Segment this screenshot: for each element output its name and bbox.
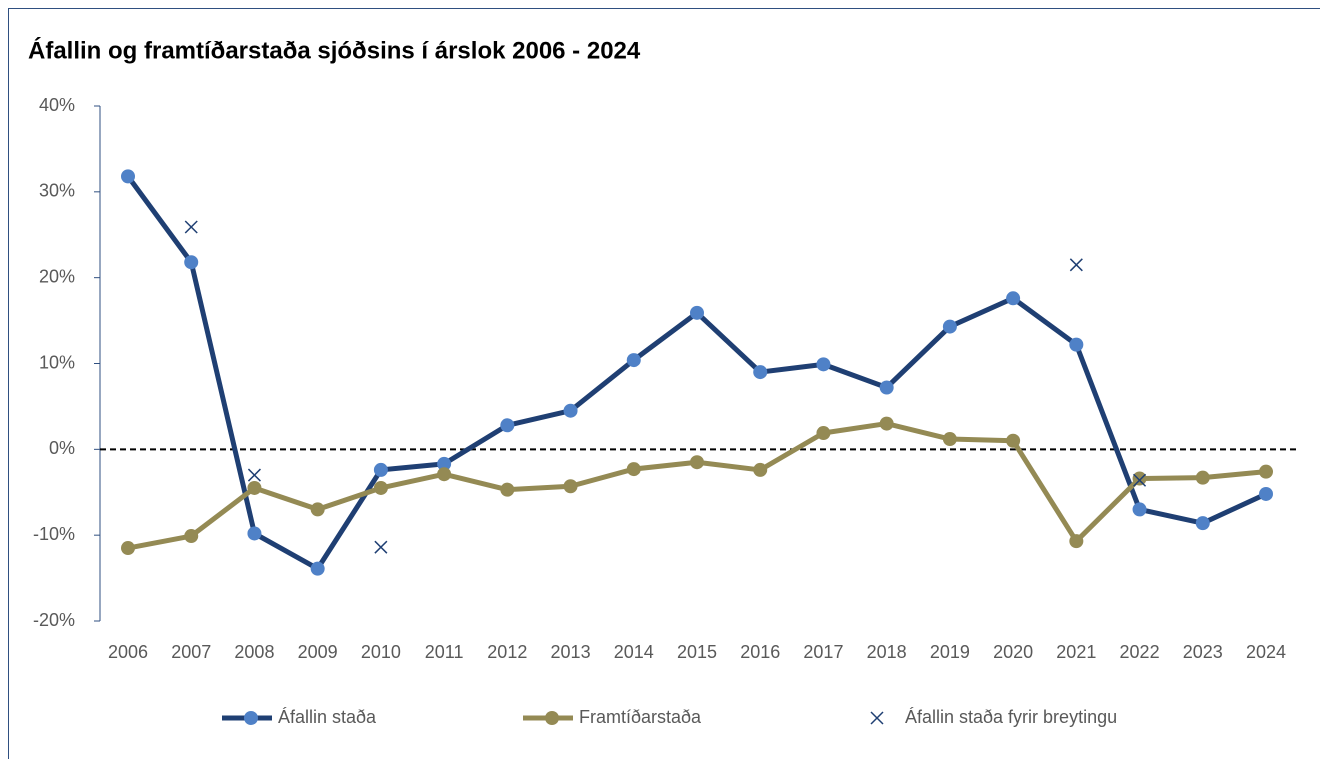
x-tick-label: 2007 xyxy=(171,642,211,662)
x-tick-label: 2014 xyxy=(614,642,654,662)
data-point xyxy=(626,353,641,368)
data-point xyxy=(373,462,388,477)
data-point xyxy=(1195,470,1210,485)
x-tick-label: 2019 xyxy=(930,642,970,662)
data-point xyxy=(563,479,578,494)
data-point xyxy=(247,468,261,482)
data-point xyxy=(816,357,831,372)
data-point xyxy=(500,482,515,497)
data-point xyxy=(184,529,199,544)
data-point xyxy=(879,380,894,395)
data-point xyxy=(942,432,957,447)
data-point xyxy=(626,462,641,477)
data-point xyxy=(1132,502,1147,517)
legend-label: Áfallin staða fyrir breytingu xyxy=(905,707,1117,727)
chart-frame xyxy=(8,8,1320,759)
data-point xyxy=(121,169,135,184)
data-point xyxy=(879,416,894,431)
marker-stroke xyxy=(870,711,884,725)
data-point xyxy=(1259,464,1273,479)
marker-stroke xyxy=(184,220,198,234)
data-point xyxy=(437,467,452,482)
data-point xyxy=(816,426,831,441)
y-tick-label: -20% xyxy=(33,610,75,630)
data-point xyxy=(690,455,704,470)
data-point xyxy=(753,462,768,477)
data-point xyxy=(563,403,578,418)
x-tick-label: 2011 xyxy=(425,642,464,662)
x-tick-label: 2016 xyxy=(740,642,780,662)
x-tick-label: 2006 xyxy=(108,642,148,662)
x-tick-label: 2021 xyxy=(1056,642,1096,662)
x-tick-label: 2020 xyxy=(993,642,1033,662)
y-tick-label: 10% xyxy=(39,352,75,372)
marker-stroke xyxy=(1069,258,1083,272)
y-tick-label: 40% xyxy=(39,95,75,115)
legend-label: Áfallin staða xyxy=(278,707,377,727)
x-tick-label: 2023 xyxy=(1183,642,1223,662)
data-point xyxy=(373,480,388,495)
data-point xyxy=(121,541,135,556)
data-point xyxy=(184,255,199,270)
data-point xyxy=(310,561,325,576)
marker-stroke xyxy=(1133,473,1147,487)
x-tick-label: 2012 xyxy=(487,642,527,662)
marker-stroke xyxy=(247,468,261,482)
x-tick-label: 2015 xyxy=(677,642,717,662)
data-point xyxy=(1006,433,1021,448)
data-point xyxy=(1132,471,1147,486)
x-tick-label: 2017 xyxy=(803,642,843,662)
legend-marker xyxy=(244,711,258,725)
data-point xyxy=(184,220,198,234)
legend-marker xyxy=(545,711,559,725)
x-tick-label: 2024 xyxy=(1246,642,1286,662)
x-tick-label: 2013 xyxy=(551,642,591,662)
data-point xyxy=(1195,516,1210,531)
data-point xyxy=(310,502,325,517)
data-point xyxy=(753,365,768,380)
x-tick-label: 2022 xyxy=(1120,642,1160,662)
data-point xyxy=(690,305,704,320)
data-point xyxy=(1259,486,1273,501)
x-tick-label: 2009 xyxy=(298,642,338,662)
data-point xyxy=(1069,258,1083,272)
data-point xyxy=(247,526,262,541)
data-point xyxy=(942,319,957,334)
data-point xyxy=(500,418,515,433)
chart-title: Áfallin og framtíðarstaða sjóðsins í árs… xyxy=(28,36,641,64)
x-tick-label: 2018 xyxy=(867,642,907,662)
marker-stroke xyxy=(374,540,388,554)
x-tick-label: 2010 xyxy=(361,642,401,662)
data-point xyxy=(437,456,452,471)
legend-marker xyxy=(870,711,884,725)
data-point xyxy=(1006,291,1021,306)
legend-label: Framtíðarstaða xyxy=(579,707,702,727)
y-tick-label: 0% xyxy=(49,438,75,458)
data-point xyxy=(247,480,262,495)
y-tick-label: -10% xyxy=(33,524,75,544)
data-point xyxy=(1069,534,1084,549)
data-point xyxy=(1133,473,1147,487)
y-tick-label: 20% xyxy=(39,266,75,286)
y-tick-label: 30% xyxy=(39,181,75,201)
data-point xyxy=(374,540,388,554)
x-tick-label: 2008 xyxy=(234,642,274,662)
data-point xyxy=(1069,337,1084,352)
